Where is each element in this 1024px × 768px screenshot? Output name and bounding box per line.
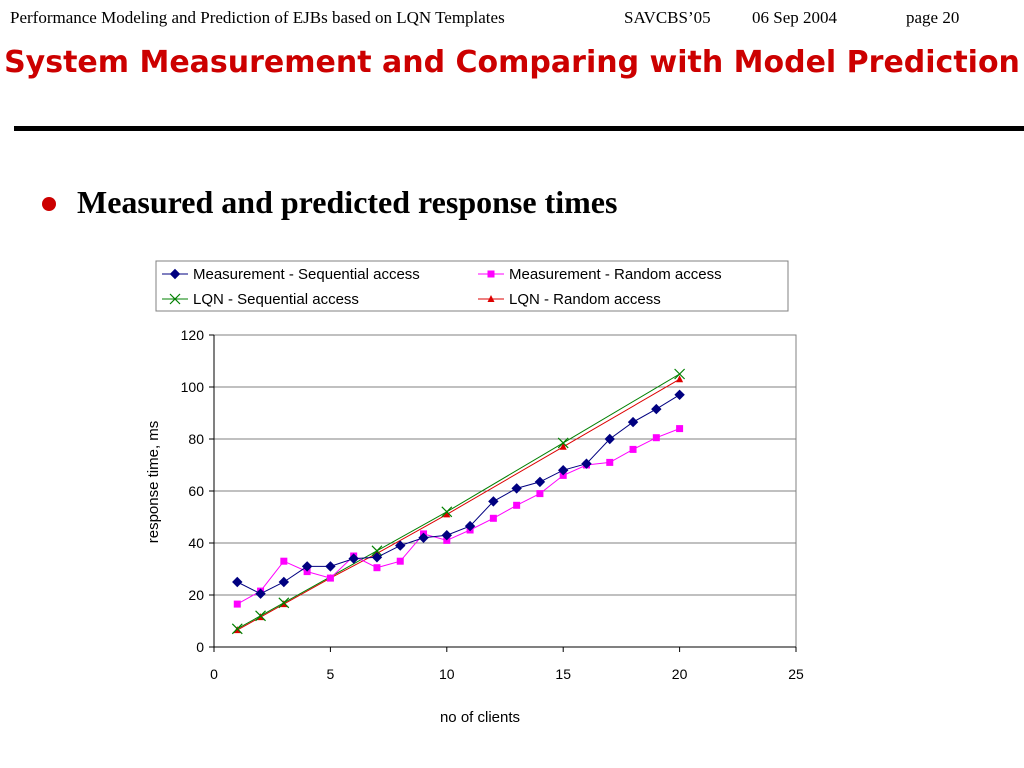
series-0 <box>232 389 685 599</box>
y-tick-label: 20 <box>188 587 204 603</box>
data-point <box>326 574 334 582</box>
data-point <box>559 442 567 450</box>
y-tick-label: 80 <box>188 431 204 447</box>
data-point <box>443 510 451 518</box>
data-point <box>557 464 569 476</box>
data-point <box>606 458 614 466</box>
bullet-dot-icon <box>42 197 56 211</box>
data-point <box>676 425 684 433</box>
series-line <box>237 373 680 630</box>
title-divider <box>14 126 1024 131</box>
x-tick-label: 15 <box>555 666 571 682</box>
bullet-text: Measured and predicted response times <box>77 184 618 220</box>
data-point <box>629 445 637 453</box>
legend-item: LQN - Random access <box>478 291 661 308</box>
x-tick-label: 20 <box>672 666 688 682</box>
data-point <box>278 597 290 609</box>
legend-marker <box>169 293 181 305</box>
legend-item: Measurement - Sequential access <box>162 266 420 283</box>
data-point <box>676 375 684 383</box>
series-2 <box>231 368 686 635</box>
data-point <box>348 553 359 564</box>
chart-tick-labels: 0 20 40 60 80 100 120 0 5 10 15 20 25 <box>181 327 804 682</box>
y-tick-label: 60 <box>188 483 204 499</box>
y-tick-label: 40 <box>188 535 204 551</box>
data-point <box>604 433 615 445</box>
legend-label: LQN - Random access <box>509 291 661 308</box>
y-tick-label: 100 <box>181 379 205 395</box>
header-venue: SAVCBS’05 <box>624 8 711 27</box>
legend-item: LQN - Sequential access <box>162 291 359 308</box>
data-point <box>301 561 313 572</box>
data-point <box>557 437 569 449</box>
chart-series <box>231 368 686 635</box>
y-tick-label: 0 <box>196 639 204 655</box>
legend-marker <box>487 270 495 278</box>
chart-legend: Measurement - Sequential access Measureme… <box>155 260 789 312</box>
data-point <box>513 501 521 509</box>
data-point <box>255 588 266 599</box>
data-point <box>488 496 499 507</box>
data-point <box>651 403 662 415</box>
data-point <box>255 610 266 622</box>
series-line <box>237 428 680 605</box>
data-point <box>373 564 381 572</box>
data-point <box>536 490 544 498</box>
data-point <box>278 576 290 588</box>
data-point <box>581 458 592 469</box>
y-axis-label: response time, ms <box>145 421 162 544</box>
data-point <box>371 552 383 563</box>
legend-label: Measurement - Random access <box>509 266 722 283</box>
chart-axes <box>209 334 797 652</box>
x-axis-label: no of clients <box>440 709 520 726</box>
header-page-number: page 20 <box>906 8 960 27</box>
data-point <box>232 576 243 588</box>
x-tick-label: 25 <box>788 666 804 682</box>
legend-label: LQN - Sequential access <box>193 291 359 308</box>
x-tick-label: 10 <box>439 666 455 682</box>
data-point <box>441 529 453 541</box>
series-1 <box>233 425 684 608</box>
series-line <box>237 378 680 631</box>
y-tick-label: 120 <box>181 327 205 343</box>
data-point <box>231 623 243 635</box>
data-point <box>464 520 476 532</box>
data-point <box>674 368 686 380</box>
data-point <box>395 540 406 551</box>
data-point <box>652 434 660 442</box>
legend-marker <box>487 295 495 302</box>
header-date: 06 Sep 2004 <box>752 8 837 27</box>
legend-box <box>155 260 789 312</box>
x-tick-label: 0 <box>210 666 218 682</box>
slide-title: System Measurement and Comparing with Mo… <box>4 45 1020 80</box>
series-line <box>237 394 680 595</box>
data-point <box>233 600 241 608</box>
data-point <box>489 514 497 522</box>
data-point <box>418 532 429 544</box>
data-point <box>627 416 639 428</box>
chart-gridlines <box>214 334 796 648</box>
legend-label: Measurement - Sequential access <box>193 266 420 283</box>
data-point <box>396 557 404 565</box>
series-3 <box>233 375 684 634</box>
data-point <box>674 389 685 401</box>
x-tick-label: 5 <box>327 666 335 682</box>
legend-marker <box>169 268 181 280</box>
data-point <box>441 506 453 518</box>
data-point <box>511 483 522 494</box>
data-point <box>325 561 336 572</box>
header-talk-title: Performance Modeling and Prediction of E… <box>10 8 505 27</box>
legend-item: Measurement - Random access <box>478 266 722 283</box>
data-point <box>280 557 288 565</box>
data-point <box>371 545 383 557</box>
data-point <box>534 476 546 488</box>
